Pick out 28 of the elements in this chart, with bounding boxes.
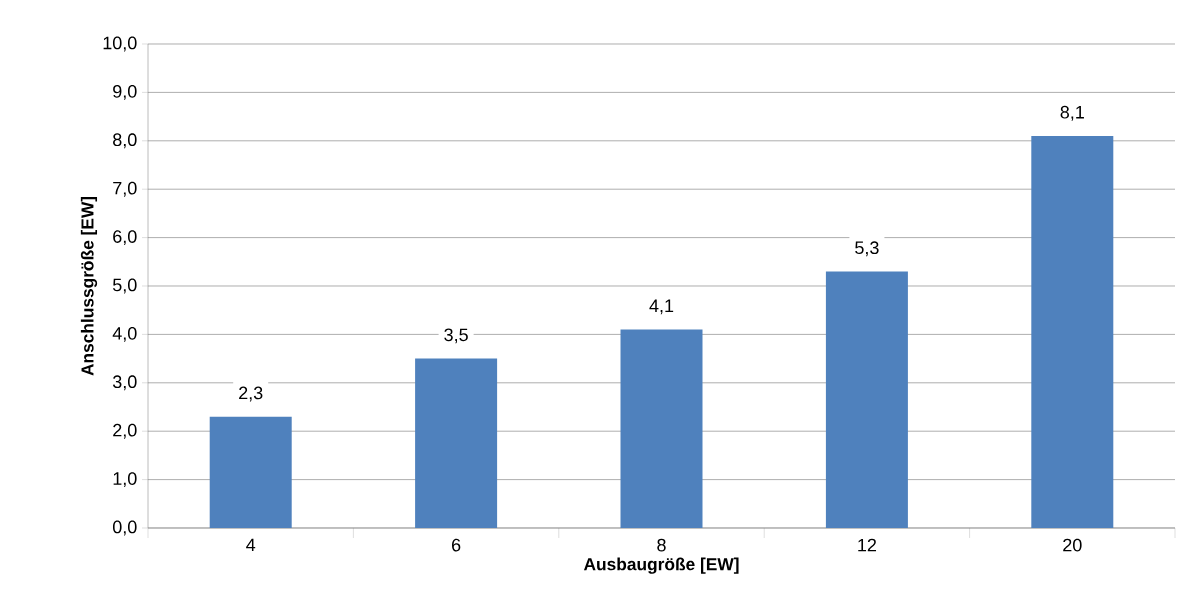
data-label: 3,5 [444,328,468,344]
data-label: 5,3 [855,241,879,257]
bar [1031,135,1114,528]
data-label: 8,1 [1060,105,1084,121]
y-tick-label: 1,0 [113,472,137,488]
y-tick-label: 8,0 [113,133,137,149]
x-tick-label: 20 [1063,538,1082,552]
y-axis-title: Anschlussgröße [EW] [80,196,98,376]
y-tick-label: 9,0 [113,84,137,100]
y-tick-label: 3,0 [112,375,137,391]
x-tick-label: 6 [452,538,461,552]
x-tick-label: 12 [858,538,877,552]
bar [415,358,498,528]
x-tick-label: 8 [657,538,666,552]
y-tick-label: 0,0 [112,520,137,536]
data-label: 4,1 [649,299,674,315]
data-label: 2,3 [239,386,263,402]
y-tick-label: 7,0 [113,181,137,197]
bar [825,271,908,528]
bar [209,416,292,528]
x-axis-title: Ausbaugröße [EW] [583,557,739,574]
y-tick-label: 5,0 [112,278,137,294]
y-tick-label: 2,0 [113,423,137,439]
y-tick-label: 6,0 [113,230,137,246]
x-tick-label: 4 [246,538,256,552]
y-tick-label: 10,0 [103,36,137,52]
bar [620,329,703,528]
y-tick-label: 4,0 [112,326,137,342]
